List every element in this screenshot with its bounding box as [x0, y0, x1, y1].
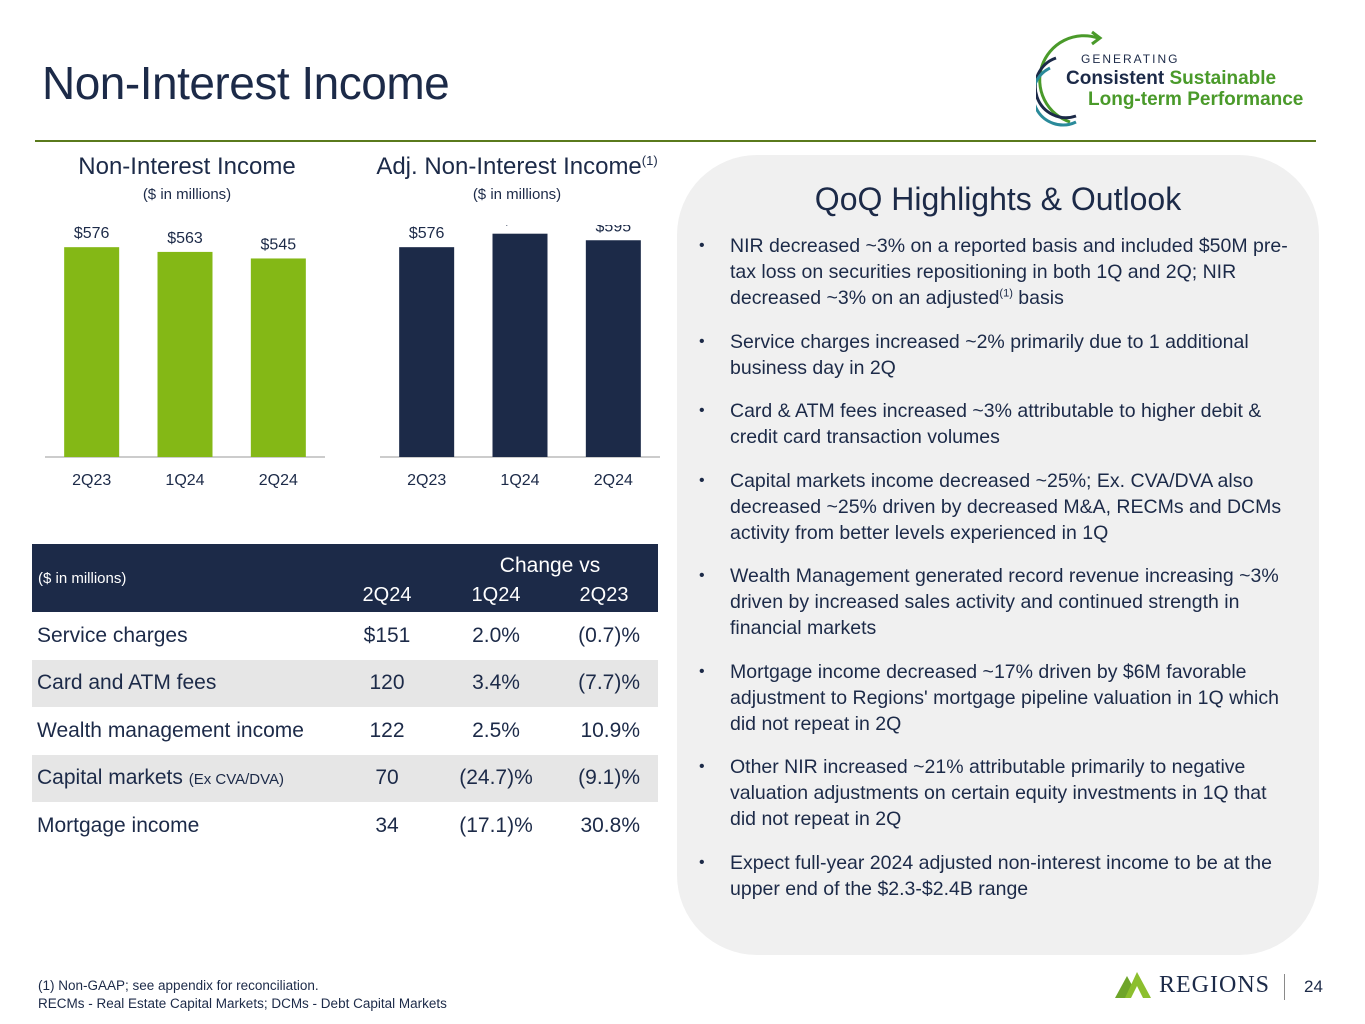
chart2-subtitle: ($ in millions): [472, 186, 562, 203]
generating-logo: GENERATING Consistent Sustainable Long-t…: [1036, 28, 1326, 128]
chart1-title-text: Non-Interest Income: [78, 153, 296, 180]
row-label: Service charges: [37, 623, 188, 647]
table-cell: (7.7)%: [550, 659, 658, 707]
chart2-title-footnote: (1): [641, 153, 658, 168]
table-col-header: 2Q23: [550, 578, 658, 612]
chart1-bar: [157, 251, 213, 457]
chart2-data-label: $576: [409, 225, 445, 242]
page-number: 24: [1304, 977, 1323, 996]
logo-tagline-line2: Long-term Performance: [1088, 89, 1304, 110]
table-col-header: 2Q24: [332, 578, 442, 612]
logo-word-consistent: Consistent: [1066, 68, 1165, 89]
table-cell: 120: [332, 659, 442, 707]
chart2-data-label: $613: [502, 225, 538, 229]
table-cell: 70: [332, 754, 442, 802]
table-cell: 3.4%: [442, 659, 550, 707]
highlights-title: QoQ Highlights & Outlook: [814, 181, 1182, 217]
highlight-item: Wealth Management generated record reven…: [699, 563, 1289, 641]
table-row: Card and ATM fees 120 3.4% (7.7)%: [32, 659, 658, 707]
table-cell: $151: [363, 623, 411, 647]
highlight-item: Mortgage income decreased ~17% driven by…: [699, 659, 1289, 737]
regions-brand: REGIONS: [1113, 966, 1313, 1006]
row-label: Capital markets (Ex CVA/DVA): [32, 754, 332, 802]
chart1-data-label: $563: [167, 230, 203, 247]
highlights-panel: QoQ Highlights & Outlook NIR decreased ~…: [677, 155, 1319, 955]
regions-wordmark: REGIONS: [1159, 972, 1271, 998]
chart2-tick-label: 2Q24: [594, 472, 633, 489]
regions-pyramid-icon: [1115, 972, 1151, 998]
chart2-title-text: Adj. Non-Interest Income: [376, 153, 642, 180]
table-unit-header: ($ in millions): [32, 544, 332, 612]
chart1-title: Non-Interest Income: [62, 153, 312, 181]
chart2-data-label: $595: [596, 225, 632, 235]
chart2-bar: [399, 247, 455, 457]
logo-tagline-line1: Consistent Sustainable: [1066, 68, 1276, 90]
table-cell: 10.9%: [580, 718, 640, 742]
chart1-tick-label: 1Q24: [165, 472, 204, 489]
chart1-tick-label: 2Q23: [72, 472, 111, 489]
adj-non-interest-income-chart: $576 2Q23 $613 1Q24 $595 2Q24: [380, 225, 660, 489]
table-cell: (17.1)%: [459, 813, 533, 837]
chart1-bar: [250, 258, 306, 457]
table-row: Wealth management income 122 2.5% 10.9%: [32, 707, 658, 755]
logo-tagline-small: GENERATING: [1081, 52, 1180, 66]
chart1-data-label: $576: [74, 225, 110, 242]
highlight-text: NIR decreased ~3% on a reported basis an…: [730, 235, 1288, 309]
table-header-row-1: ($ in millions) Change vs: [32, 544, 658, 612]
nir-breakdown-table: ($ in millions) Change vs 2Q24 1Q24 2Q23…: [32, 544, 658, 850]
chart1-subtitle: ($ in millions): [142, 186, 232, 203]
table-cell: 2.5%: [472, 718, 520, 742]
chart1-bar: [64, 247, 120, 457]
footnote-2: RECMs - Real Estate Capital Markets; DCM…: [38, 996, 447, 1011]
highlight-footnote: (1): [999, 287, 1013, 300]
chart2-tick-label: 2Q23: [407, 472, 446, 489]
table-change-header: Change vs: [442, 544, 658, 578]
table-cell: 34: [375, 813, 399, 837]
chart2-tick-label: 1Q24: [500, 472, 539, 489]
table-cell: 30.8%: [580, 813, 640, 837]
row-label-suffix: (Ex CVA/DVA): [188, 771, 285, 789]
highlight-item: Service charges increased ~2% primarily …: [699, 329, 1289, 381]
chart2-bar: [492, 233, 548, 457]
highlight-item: Other NIR increased ~21% attributable pr…: [699, 754, 1289, 832]
title-divider: [35, 140, 1316, 142]
table-cell: 2.0%: [472, 623, 520, 647]
highlight-text-tail: basis: [1012, 287, 1064, 309]
table-col-header: 1Q24: [442, 578, 550, 612]
table-cell: (24.7)%: [442, 754, 550, 802]
table-header-spacer: [332, 544, 442, 578]
table-row: Capital markets (Ex CVA/DVA) 70 (24.7)% …: [32, 754, 658, 802]
page-title: Non-Interest Income: [42, 57, 450, 109]
table-cell: (9.1)%: [550, 754, 658, 802]
highlight-item: Card & ATM fees increased ~3% attributab…: [699, 398, 1289, 450]
row-label: Wealth management income: [37, 718, 304, 742]
table-row: Service charges $151 2.0% (0.7)%: [32, 612, 658, 660]
highlight-item: Expect full-year 2024 adjusted non-inter…: [699, 850, 1289, 902]
row-label: Mortgage income: [37, 813, 200, 837]
chart2-bar: [585, 240, 641, 457]
table-row: Mortgage income 34 (17.1)% 30.8%: [32, 802, 658, 850]
highlights-list: NIR decreased ~3% on a reported basis an…: [699, 233, 1289, 919]
footnote-1: (1) Non-GAAP; see appendix for reconcili…: [38, 978, 319, 993]
footer-divider: [1284, 974, 1285, 1000]
highlight-item: Capital markets income decreased ~25%; E…: [699, 468, 1289, 546]
non-interest-income-chart: $576 2Q23 $563 1Q24 $545 2Q24: [45, 225, 325, 489]
highlight-item: NIR decreased ~3% on a reported basis an…: [699, 233, 1289, 311]
table-cell: (0.7)%: [578, 623, 640, 647]
footnotes: (1) Non-GAAP; see appendix for reconcili…: [38, 977, 447, 1013]
row-label: Card and ATM fees: [32, 659, 332, 707]
row-label-text: Capital markets: [37, 766, 183, 790]
chart1-data-label: $545: [261, 236, 297, 253]
circular-arrow-icon: [1036, 30, 1103, 127]
chart2-title: Adj. Non-Interest Income(1): [362, 153, 672, 181]
table-cell: 122: [369, 718, 405, 742]
chart1-tick-label: 2Q24: [259, 472, 298, 489]
logo-word-sustainable: Sustainable: [1169, 68, 1277, 89]
table-header-row-2: 2Q24 1Q24 2Q23: [32, 578, 658, 612]
